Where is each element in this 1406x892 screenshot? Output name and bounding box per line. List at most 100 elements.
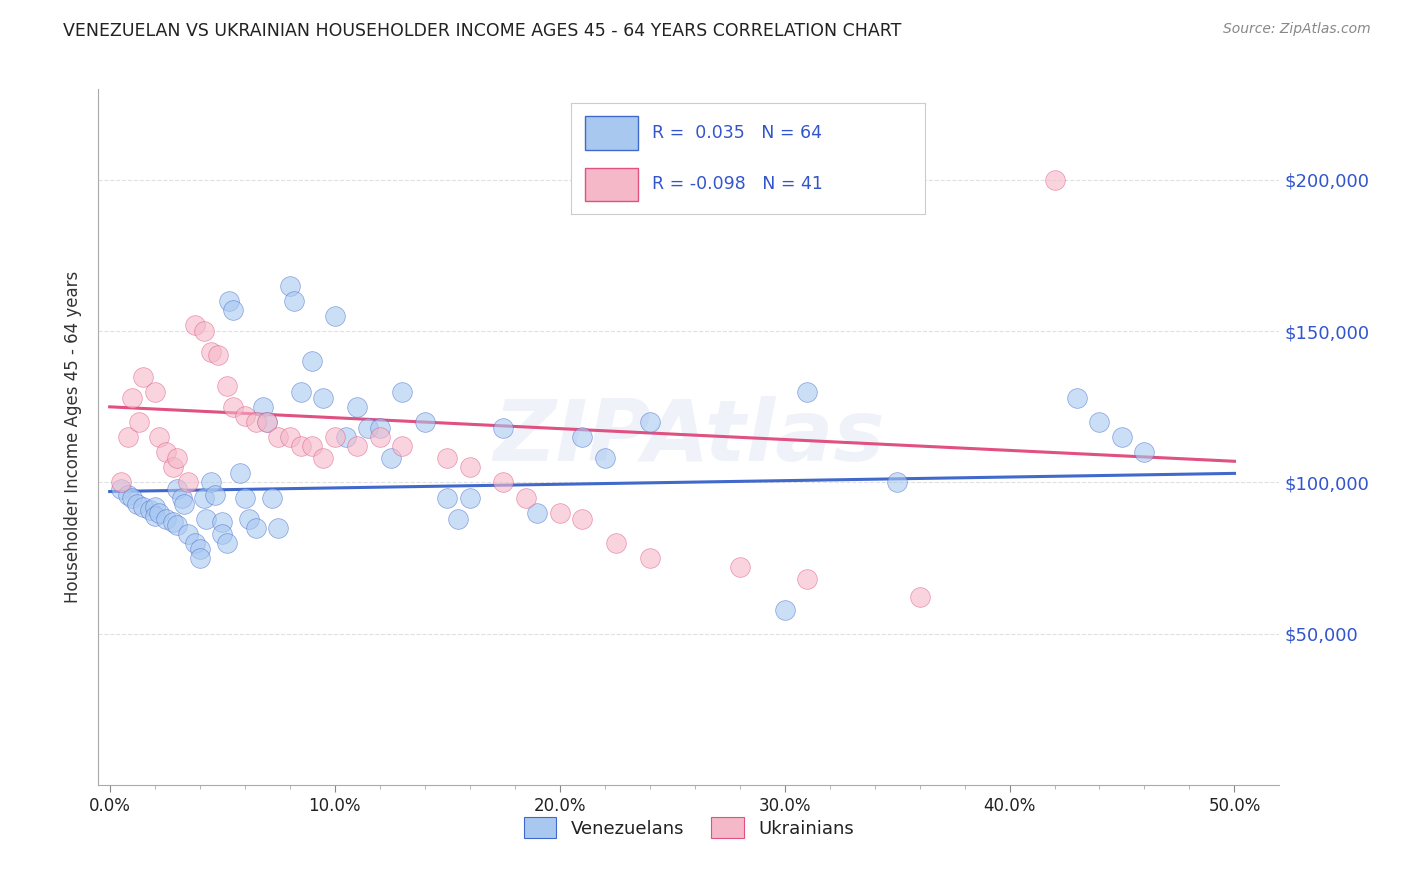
Point xyxy=(267,521,290,535)
Point xyxy=(458,460,481,475)
Legend: Venezuelans, Ukrainians: Venezuelans, Ukrainians xyxy=(516,810,862,846)
Point xyxy=(796,384,818,399)
Point xyxy=(110,475,132,490)
Point xyxy=(346,400,368,414)
Point xyxy=(188,541,211,556)
Point xyxy=(155,512,177,526)
Point xyxy=(117,487,139,501)
Point xyxy=(571,512,593,526)
Point xyxy=(728,560,751,574)
Point xyxy=(193,324,215,338)
Point xyxy=(177,475,200,490)
Point xyxy=(245,521,267,535)
Point xyxy=(233,491,256,505)
Point xyxy=(117,430,139,444)
Point xyxy=(121,391,143,405)
Point xyxy=(1066,391,1088,405)
Point xyxy=(245,415,267,429)
Point xyxy=(162,515,184,529)
Point xyxy=(121,491,143,505)
Point xyxy=(436,491,458,505)
Point xyxy=(128,415,150,429)
Point xyxy=(125,497,148,511)
Point xyxy=(256,415,278,429)
Point xyxy=(458,491,481,505)
Point xyxy=(278,430,301,444)
Point xyxy=(267,430,290,444)
Point xyxy=(796,572,818,586)
Point xyxy=(155,445,177,459)
Point xyxy=(638,415,661,429)
Point xyxy=(148,506,170,520)
Point xyxy=(290,439,312,453)
Point xyxy=(139,502,162,516)
Text: ZIPAtlas: ZIPAtlas xyxy=(494,395,884,479)
Point xyxy=(380,451,402,466)
Point xyxy=(193,491,215,505)
Point xyxy=(170,491,193,505)
Point xyxy=(908,591,931,605)
Point xyxy=(166,451,188,466)
Point xyxy=(301,439,323,453)
Point xyxy=(312,391,335,405)
Point xyxy=(173,497,195,511)
Point xyxy=(256,415,278,429)
Point xyxy=(638,551,661,566)
Point xyxy=(447,512,470,526)
Point xyxy=(132,500,155,514)
Point xyxy=(207,348,229,362)
Point xyxy=(323,309,346,323)
Point xyxy=(323,430,346,444)
Point xyxy=(162,460,184,475)
Point xyxy=(238,512,260,526)
Point xyxy=(132,369,155,384)
Text: Source: ZipAtlas.com: Source: ZipAtlas.com xyxy=(1223,22,1371,37)
Point xyxy=(593,451,616,466)
Point xyxy=(301,354,323,368)
Point xyxy=(278,278,301,293)
Point xyxy=(290,384,312,399)
Point xyxy=(391,384,413,399)
Point xyxy=(548,506,571,520)
Point xyxy=(166,517,188,532)
Point xyxy=(886,475,908,490)
Point xyxy=(222,400,245,414)
Y-axis label: Householder Income Ages 45 - 64 years: Householder Income Ages 45 - 64 years xyxy=(65,271,83,603)
Point xyxy=(229,467,252,481)
Point xyxy=(166,482,188,496)
Point xyxy=(252,400,274,414)
Point xyxy=(184,318,207,333)
Point xyxy=(218,293,240,308)
Point xyxy=(368,421,391,435)
Point xyxy=(391,439,413,453)
Point xyxy=(357,421,380,435)
Point xyxy=(1111,430,1133,444)
Point xyxy=(515,491,537,505)
Point xyxy=(215,378,238,392)
Point xyxy=(184,536,207,550)
Point xyxy=(436,451,458,466)
Point xyxy=(204,487,226,501)
Point xyxy=(215,536,238,550)
Point xyxy=(312,451,335,466)
Point xyxy=(200,345,222,359)
Point xyxy=(492,475,515,490)
Point xyxy=(335,430,357,444)
Point xyxy=(143,384,166,399)
Point xyxy=(605,536,627,550)
Point xyxy=(368,430,391,444)
Point xyxy=(222,303,245,318)
Point xyxy=(211,527,233,541)
Text: VENEZUELAN VS UKRAINIAN HOUSEHOLDER INCOME AGES 45 - 64 YEARS CORRELATION CHART: VENEZUELAN VS UKRAINIAN HOUSEHOLDER INCO… xyxy=(63,22,901,40)
Point xyxy=(143,500,166,514)
Point xyxy=(283,293,305,308)
Point xyxy=(143,508,166,523)
Point xyxy=(526,506,548,520)
Point xyxy=(413,415,436,429)
Point xyxy=(177,527,200,541)
Point xyxy=(195,512,218,526)
Point xyxy=(1133,445,1156,459)
Point xyxy=(211,515,233,529)
Point xyxy=(110,482,132,496)
Point xyxy=(346,439,368,453)
